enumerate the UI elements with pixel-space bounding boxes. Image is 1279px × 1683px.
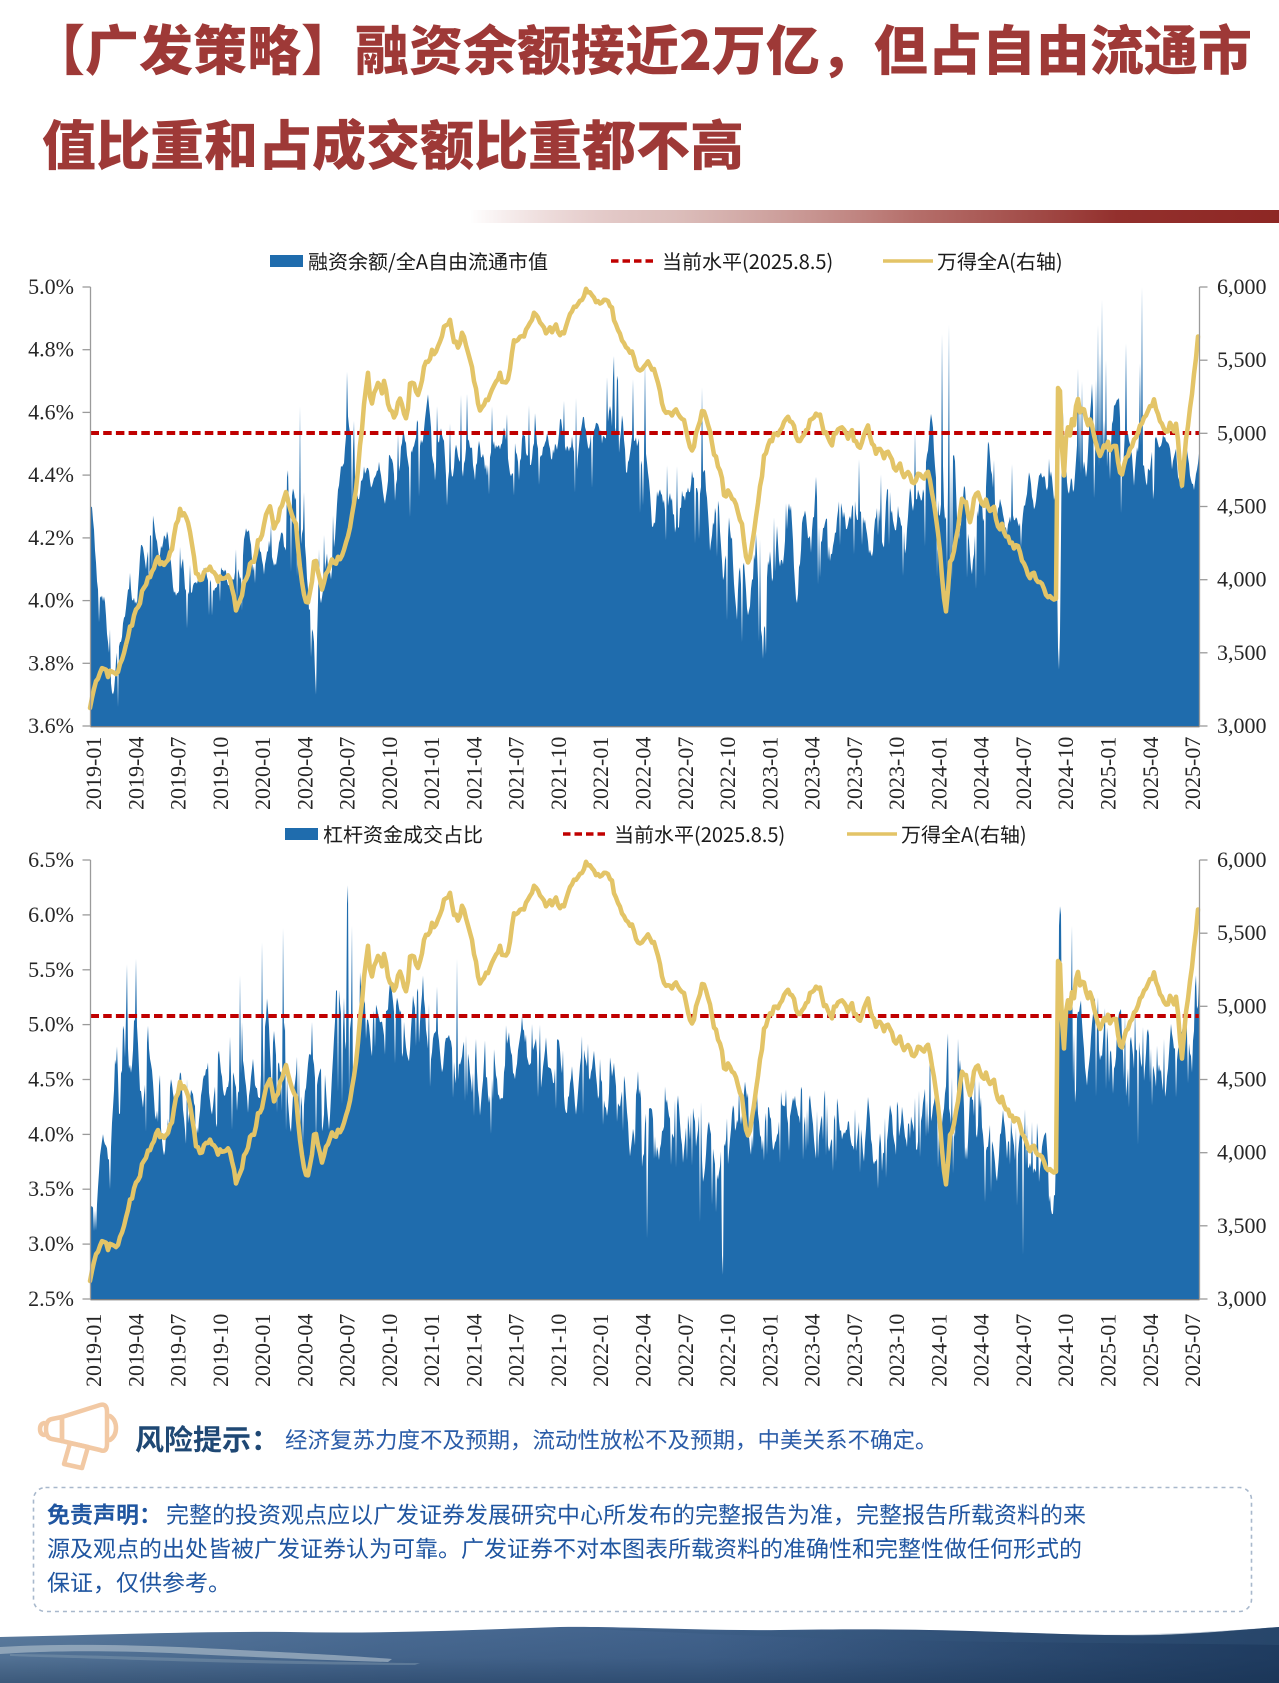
svg-text:2020-10: 2020-10 [377,737,402,810]
svg-text:2022-07: 2022-07 [673,737,698,810]
svg-text:5,000: 5,000 [1217,993,1267,1018]
svg-text:2024-10: 2024-10 [1053,1314,1078,1387]
svg-text:4.0%: 4.0% [28,1121,74,1146]
svg-text:6,000: 6,000 [1217,847,1267,872]
svg-text:2024-10: 2024-10 [1053,737,1078,810]
svg-text:2024-01: 2024-01 [926,1314,951,1387]
svg-text:2021-01: 2021-01 [419,737,444,810]
svg-text:2023-01: 2023-01 [757,737,782,810]
svg-text:2019-07: 2019-07 [166,737,191,810]
svg-text:2023-07: 2023-07 [842,1314,867,1387]
svg-text:2019-07: 2019-07 [166,1314,191,1387]
svg-text:2025-04: 2025-04 [1138,1314,1163,1387]
svg-text:2023-07: 2023-07 [842,737,867,810]
svg-text:2020-07: 2020-07 [335,1314,360,1387]
svg-text:2025-07: 2025-07 [1180,1314,1205,1387]
svg-text:3,500: 3,500 [1217,1213,1267,1238]
svg-text:2021-01: 2021-01 [419,1314,444,1387]
svg-text:2024-04: 2024-04 [969,737,994,810]
svg-text:2025-07: 2025-07 [1180,737,1205,810]
svg-text:2024-04: 2024-04 [969,1314,994,1387]
svg-text:2019-04: 2019-04 [123,1314,148,1387]
svg-text:4.4%: 4.4% [28,462,74,487]
svg-text:5,500: 5,500 [1217,920,1267,945]
svg-text:2021-04: 2021-04 [461,737,486,810]
svg-text:2025-04: 2025-04 [1138,737,1163,810]
svg-text:2022-10: 2022-10 [715,737,740,810]
svg-text:3,000: 3,000 [1217,1286,1267,1311]
svg-text:4.6%: 4.6% [28,399,74,424]
svg-text:2020-04: 2020-04 [292,1314,317,1387]
svg-text:2023-01: 2023-01 [757,1314,782,1387]
svg-text:3.8%: 3.8% [28,650,74,675]
svg-text:4,500: 4,500 [1217,1067,1267,1092]
svg-text:2023-04: 2023-04 [800,1314,825,1387]
svg-text:6.0%: 6.0% [28,902,74,927]
svg-text:5,500: 5,500 [1217,347,1267,372]
svg-text:5.0%: 5.0% [28,1012,74,1037]
svg-text:3.0%: 3.0% [28,1231,74,1256]
svg-text:3.6%: 3.6% [28,713,74,738]
svg-text:2021-07: 2021-07 [504,737,529,810]
svg-text:4.8%: 4.8% [28,337,74,362]
svg-text:2019-10: 2019-10 [208,1314,233,1387]
svg-text:2024-07: 2024-07 [1011,737,1036,810]
svg-text:3,000: 3,000 [1217,713,1267,738]
svg-text:6.5%: 6.5% [28,847,74,872]
svg-text:4,000: 4,000 [1217,567,1267,592]
svg-text:2020-01: 2020-01 [250,737,275,810]
svg-text:2019-01: 2019-01 [81,737,106,810]
svg-text:5,000: 5,000 [1217,420,1267,445]
svg-text:4.5%: 4.5% [28,1067,74,1092]
svg-text:2019-04: 2019-04 [123,737,148,810]
svg-text:2023-10: 2023-10 [884,1314,909,1387]
svg-text:2022-04: 2022-04 [631,1314,656,1387]
svg-text:2025-01: 2025-01 [1096,1314,1121,1387]
svg-text:2020-10: 2020-10 [377,1314,402,1387]
svg-text:2024-07: 2024-07 [1011,1314,1036,1387]
svg-text:2019-01: 2019-01 [81,1314,106,1387]
svg-text:2022-07: 2022-07 [673,1314,698,1387]
svg-text:2021-04: 2021-04 [461,1314,486,1387]
svg-text:2020-01: 2020-01 [250,1314,275,1387]
svg-text:3.5%: 3.5% [28,1176,74,1201]
svg-text:2021-07: 2021-07 [504,1314,529,1387]
svg-text:4,000: 4,000 [1217,1140,1267,1165]
svg-text:2020-07: 2020-07 [335,737,360,810]
svg-text:4.0%: 4.0% [28,588,74,613]
svg-text:2022-01: 2022-01 [588,1314,613,1387]
svg-text:2020-04: 2020-04 [292,737,317,810]
svg-text:2021-10: 2021-10 [546,737,571,810]
svg-text:2022-04: 2022-04 [631,737,656,810]
svg-text:4.2%: 4.2% [28,525,74,550]
svg-text:2022-01: 2022-01 [588,737,613,810]
svg-text:2021-10: 2021-10 [546,1314,571,1387]
svg-text:2.5%: 2.5% [28,1286,74,1311]
svg-text:5.0%: 5.0% [28,274,74,299]
svg-text:2023-04: 2023-04 [800,737,825,810]
svg-text:4,500: 4,500 [1217,494,1267,519]
svg-text:2025-01: 2025-01 [1096,737,1121,810]
svg-text:3,500: 3,500 [1217,640,1267,665]
svg-text:2023-10: 2023-10 [884,737,909,810]
svg-text:5.5%: 5.5% [28,957,74,982]
svg-text:2024-01: 2024-01 [926,737,951,810]
svg-text:6,000: 6,000 [1217,274,1267,299]
svg-text:2019-10: 2019-10 [208,737,233,810]
svg-text:2022-10: 2022-10 [715,1314,740,1387]
